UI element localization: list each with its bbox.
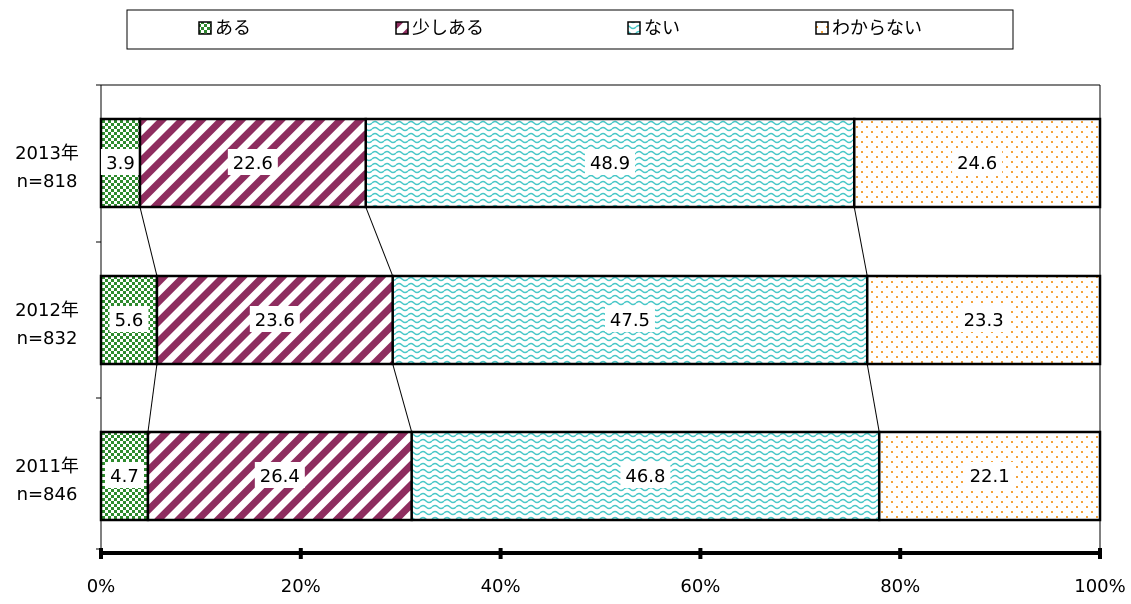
- legend-label-2: ない: [644, 18, 680, 39]
- data-label-bg-1-2: [604, 306, 655, 332]
- data-label-0-2: 48.9: [590, 153, 630, 174]
- legend-swatch-0: [198, 21, 212, 35]
- y-label-n-0: n=818: [17, 171, 78, 192]
- x-tick-label-5: 100%: [1074, 576, 1125, 597]
- data-label-bg-0-0: [100, 149, 140, 175]
- data-label-0-1: 22.6: [233, 153, 273, 174]
- connector-line-1-1: [147, 363, 158, 433]
- legend-box: [126, 9, 1014, 50]
- connector-line-1-3: [866, 363, 880, 433]
- connector-line-0-1: [139, 206, 158, 277]
- x-tick-label-4: 80%: [880, 576, 920, 597]
- y-label-year-1: 2012年: [15, 300, 79, 321]
- data-label-bg-2-2: [620, 462, 671, 488]
- x-tick-label-2: 40%: [481, 576, 521, 597]
- y-label-year-2: 2011年: [15, 456, 79, 477]
- data-label-bg-2-0: [104, 462, 144, 488]
- data-label-1-1: 23.6: [255, 310, 295, 331]
- data-label-2-2: 46.8: [625, 466, 665, 487]
- data-label-0-0: 3.9: [106, 153, 135, 174]
- connector-lines: [139, 206, 880, 433]
- data-label-bg-1-0: [109, 306, 149, 332]
- connector-line-0-2: [365, 206, 394, 277]
- legend: ある 少しある ない わからない: [198, 18, 922, 39]
- legend-label-1: 少しある: [412, 18, 484, 39]
- data-label-bg-0-2: [584, 149, 635, 175]
- legend-swatch-3: [815, 21, 829, 35]
- x-tick-label-1: 20%: [281, 576, 321, 597]
- data-label-1-3: 23.3: [964, 310, 1004, 331]
- data-label-1-2: 47.5: [610, 310, 650, 331]
- x-tick-label-3: 60%: [680, 576, 720, 597]
- legend-swatch-2: [627, 21, 641, 35]
- legend-label-0: ある: [215, 18, 251, 39]
- data-label-0-3: 24.6: [957, 153, 997, 174]
- data-label-bg-2-1: [254, 462, 305, 488]
- x-tick-label-0: 0%: [87, 576, 116, 597]
- connector-line-0-3: [853, 206, 868, 277]
- data-label-2-1: 26.4: [260, 466, 300, 487]
- y-label-year-0: 2013年: [15, 143, 79, 164]
- data-label-bg-2-3: [964, 462, 1015, 488]
- bars: 3.9 22.6 48.9 24.6 5.6 23.6 47.5 23.3 4.7 26.4 46.…: [99, 117, 1102, 522]
- x-axis: 0% 20% 40% 60% 80% 100%: [87, 548, 1126, 597]
- data-label-2-3: 22.1: [970, 466, 1010, 487]
- connector-line-1-2: [392, 363, 413, 433]
- data-label-bg-1-1: [249, 306, 300, 332]
- y-label-n-2: n=846: [17, 484, 78, 505]
- data-label-2-0: 4.7: [110, 466, 139, 487]
- data-label-bg-0-1: [227, 149, 278, 175]
- legend-swatch-1: [395, 21, 409, 35]
- data-label-bg-0-3: [952, 149, 1003, 175]
- data-label-1-0: 5.6: [115, 310, 144, 331]
- y-label-n-1: n=832: [17, 328, 78, 349]
- data-label-bg-1-3: [958, 306, 1009, 332]
- legend-label-3: わからない: [832, 18, 922, 39]
- y-labels: 2013年 n=818 2012年 n=832 2011年 n=846: [15, 84, 101, 550]
